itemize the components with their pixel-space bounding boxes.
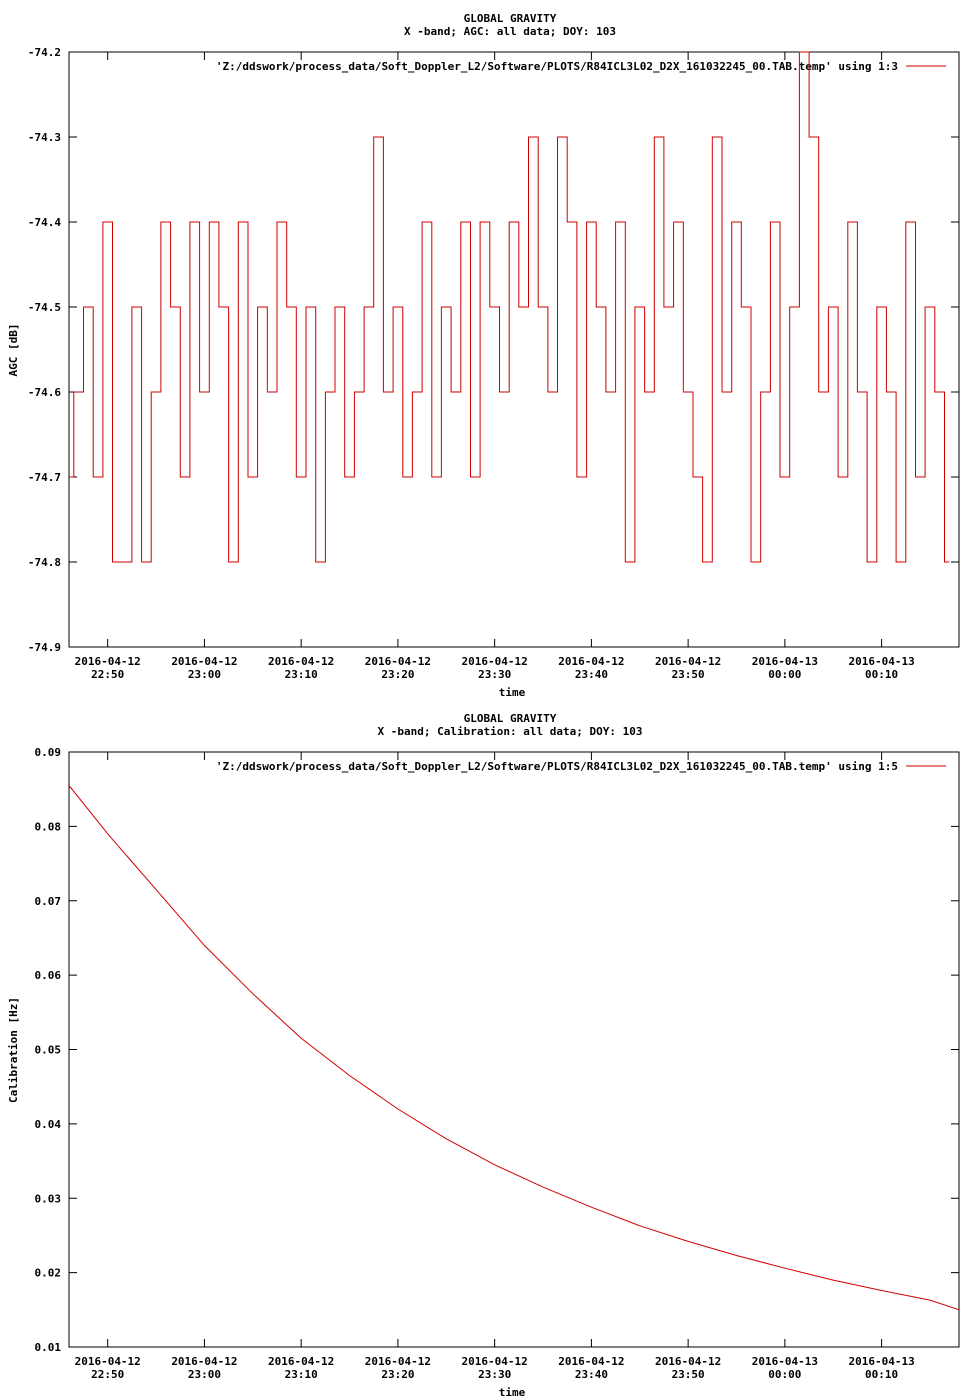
series-line bbox=[68, 785, 960, 1311]
x-tick-date: 2016-04-12 bbox=[268, 1355, 334, 1368]
y-tick-label: -74.4 bbox=[28, 216, 61, 229]
y-tick-label: 0.06 bbox=[35, 969, 62, 982]
legend-label: 'Z:/ddswork/process_data/Soft_Doppler_L2… bbox=[216, 760, 898, 773]
y-tick-label: 0.07 bbox=[35, 895, 62, 908]
x-tick-date: 2016-04-12 bbox=[268, 655, 334, 668]
x-tick-date: 2016-04-13 bbox=[752, 1355, 818, 1368]
x-tick-date: 2016-04-12 bbox=[558, 655, 624, 668]
plot-frame bbox=[68, 51, 960, 648]
legend-label: 'Z:/ddswork/process_data/Soft_Doppler_L2… bbox=[216, 60, 898, 73]
chart-title: GLOBAL GRAVITY bbox=[464, 712, 557, 725]
x-tick-date: 2016-04-12 bbox=[365, 655, 431, 668]
y-tick-label: -74.5 bbox=[28, 301, 61, 314]
x-tick-time: 23:40 bbox=[575, 1368, 608, 1381]
x-tick-time: 00:00 bbox=[768, 1368, 801, 1381]
x-tick-time: 23:00 bbox=[188, 668, 221, 681]
y-axis-ticks: 0.09 0.08 0.07 0.06 0.05 0.04 0.03 0.02 0.01 bbox=[35, 746, 959, 1354]
agc-chart: GLOBAL GRAVITY X -band; AGC: all data; D… bbox=[7, 12, 960, 699]
series-layer bbox=[68, 785, 960, 1311]
y-axis-label: AGC [dB] bbox=[7, 324, 20, 377]
x-tick-date: 2016-04-12 bbox=[75, 1355, 141, 1368]
y-tick-label: 0.03 bbox=[35, 1192, 62, 1205]
x-tick-time: 23:50 bbox=[672, 668, 705, 681]
x-tick-date: 2016-04-12 bbox=[462, 1355, 528, 1368]
y-tick-label: -74.8 bbox=[28, 556, 61, 569]
x-tick-time: 23:00 bbox=[188, 1368, 221, 1381]
x-axis-label: time bbox=[499, 1386, 526, 1399]
x-tick-time: 23:40 bbox=[575, 668, 608, 681]
y-tick-label: 0.05 bbox=[35, 1044, 62, 1057]
x-tick-time: 23:20 bbox=[381, 668, 414, 681]
x-tick-date: 2016-04-13 bbox=[752, 655, 818, 668]
legend: 'Z:/ddswork/process_data/Soft_Doppler_L2… bbox=[216, 60, 946, 73]
legend: 'Z:/ddswork/process_data/Soft_Doppler_L2… bbox=[216, 760, 946, 773]
x-tick-date: 2016-04-12 bbox=[171, 655, 237, 668]
x-axis-label: time bbox=[499, 686, 526, 699]
x-tick-time: 23:30 bbox=[478, 1368, 511, 1381]
x-tick-time: 00:00 bbox=[768, 668, 801, 681]
y-tick-label: 0.04 bbox=[35, 1118, 62, 1131]
x-tick-date: 2016-04-12 bbox=[462, 655, 528, 668]
x-tick-date: 2016-04-13 bbox=[848, 655, 914, 668]
y-tick-label: -74.3 bbox=[28, 131, 61, 144]
y-tick-label: -74.9 bbox=[28, 641, 61, 654]
chart-title: GLOBAL GRAVITY bbox=[464, 12, 557, 25]
y-tick-label: -74.2 bbox=[28, 46, 61, 59]
x-tick-time: 22:50 bbox=[91, 668, 124, 681]
x-tick-date: 2016-04-12 bbox=[655, 1355, 721, 1368]
x-tick-time: 22:50 bbox=[91, 1368, 124, 1381]
x-tick-date: 2016-04-12 bbox=[558, 1355, 624, 1368]
x-tick-time: 23:20 bbox=[381, 1368, 414, 1381]
x-tick-time: 23:10 bbox=[285, 668, 318, 681]
calibration-chart: GLOBAL GRAVITY X -band; Calibration: all… bbox=[7, 712, 960, 1399]
x-tick-date: 2016-04-12 bbox=[365, 1355, 431, 1368]
x-tick-date: 2016-04-12 bbox=[75, 655, 141, 668]
x-tick-date: 2016-04-13 bbox=[848, 1355, 914, 1368]
x-tick-time: 23:50 bbox=[672, 1368, 705, 1381]
y-tick-label: -74.6 bbox=[28, 386, 61, 399]
chart-subtitle: X -band; AGC: all data; DOY: 103 bbox=[404, 25, 616, 38]
y-axis-label: Calibration [Hz] bbox=[7, 997, 20, 1103]
x-tick-time: 00:10 bbox=[865, 1368, 898, 1381]
x-tick-date: 2016-04-12 bbox=[171, 1355, 237, 1368]
chart-subtitle: X -band; Calibration: all data; DOY: 103 bbox=[378, 725, 643, 738]
series-line bbox=[69, 51, 950, 563]
x-tick-time: 23:30 bbox=[478, 668, 511, 681]
x-axis-ticks: 2016-04-1222:502016-04-1223:002016-04-12… bbox=[75, 52, 915, 681]
plot-frame bbox=[68, 751, 960, 1348]
y-axis-ticks: -74.2 -74.3 -74.4 -74.5 -74.6 -74.7 -74.8 -74.9 bbox=[28, 46, 959, 654]
x-axis-ticks: 2016-04-1222:502016-04-1223:002016-04-12… bbox=[75, 752, 915, 1381]
x-tick-time: 23:10 bbox=[285, 1368, 318, 1381]
y-tick-label: 0.02 bbox=[35, 1267, 62, 1280]
x-tick-date: 2016-04-12 bbox=[655, 655, 721, 668]
y-tick-label: 0.08 bbox=[35, 820, 62, 833]
series-layer bbox=[69, 51, 950, 563]
y-tick-label: 0.09 bbox=[35, 746, 62, 759]
y-tick-label: 0.01 bbox=[35, 1341, 62, 1354]
x-tick-time: 00:10 bbox=[865, 668, 898, 681]
y-tick-label: -74.7 bbox=[28, 471, 61, 484]
